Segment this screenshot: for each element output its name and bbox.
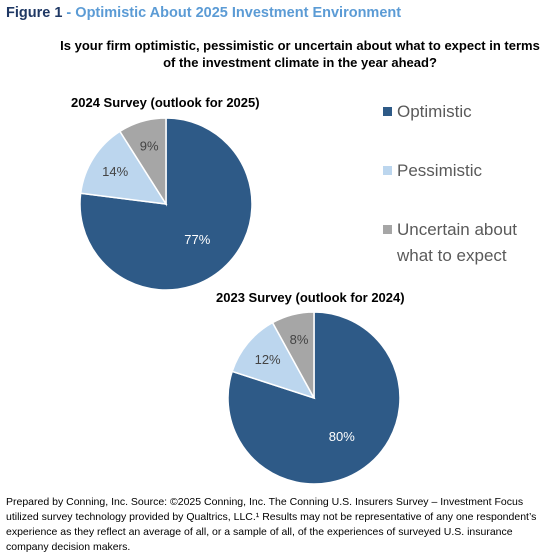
pie-2023-label-pessimistic: 12% (255, 352, 281, 367)
figure-label: Figure 1 (6, 5, 63, 21)
pie-2023-label-uncertain: 8% (290, 332, 309, 347)
pie-2024-title: 2024 Survey (outlook for 2025) (71, 95, 260, 110)
figure-title-separator: - (62, 5, 76, 21)
pie-2023-label-optimistic: 80% (329, 429, 355, 444)
legend-swatch-pessimistic (383, 166, 392, 175)
pie-chart-2023: 80% 12% 8% (227, 311, 401, 485)
legend-item-optimistic: Optimistic (383, 99, 547, 125)
figure-title-text: Optimistic About 2025 Investment Environ… (75, 5, 402, 21)
legend-item-uncertain: Uncertain about what to expect (383, 217, 547, 269)
pie-chart-2024: 77% 14% 9% (79, 117, 253, 291)
survey-question: Is your firm optimistic, pessimistic or … (60, 38, 540, 70)
legend-label-pessimistic: Pessimistic (397, 161, 483, 180)
legend-item-pessimistic: Pessimistic (383, 158, 547, 184)
legend-swatch-uncertain (383, 225, 392, 234)
source-note: Prepared by Conning, Inc. Source: ©2025 … (6, 496, 537, 553)
pie-2024-label-pessimistic: 14% (102, 164, 128, 179)
pie-2023-slice-pessimistic (231, 321, 316, 400)
pie-2024-slice-uncertain (118, 117, 167, 207)
pie-2023-slice-uncertain (271, 311, 315, 399)
legend-label-optimistic: Optimistic (397, 102, 472, 121)
figure-title: Figure 1 - Optimistic About 2025 Investm… (6, 5, 401, 21)
legend-swatch-optimistic (383, 107, 392, 116)
pie-2023-title: 2023 Survey (outlook for 2024) (216, 290, 405, 305)
pie-2024-label-uncertain: 9% (140, 139, 159, 154)
pie-2024-label-optimistic: 77% (184, 232, 210, 247)
legend-label-uncertain: Uncertain about what to expect (397, 220, 518, 265)
pie-2024-slice-pessimistic (79, 130, 168, 205)
